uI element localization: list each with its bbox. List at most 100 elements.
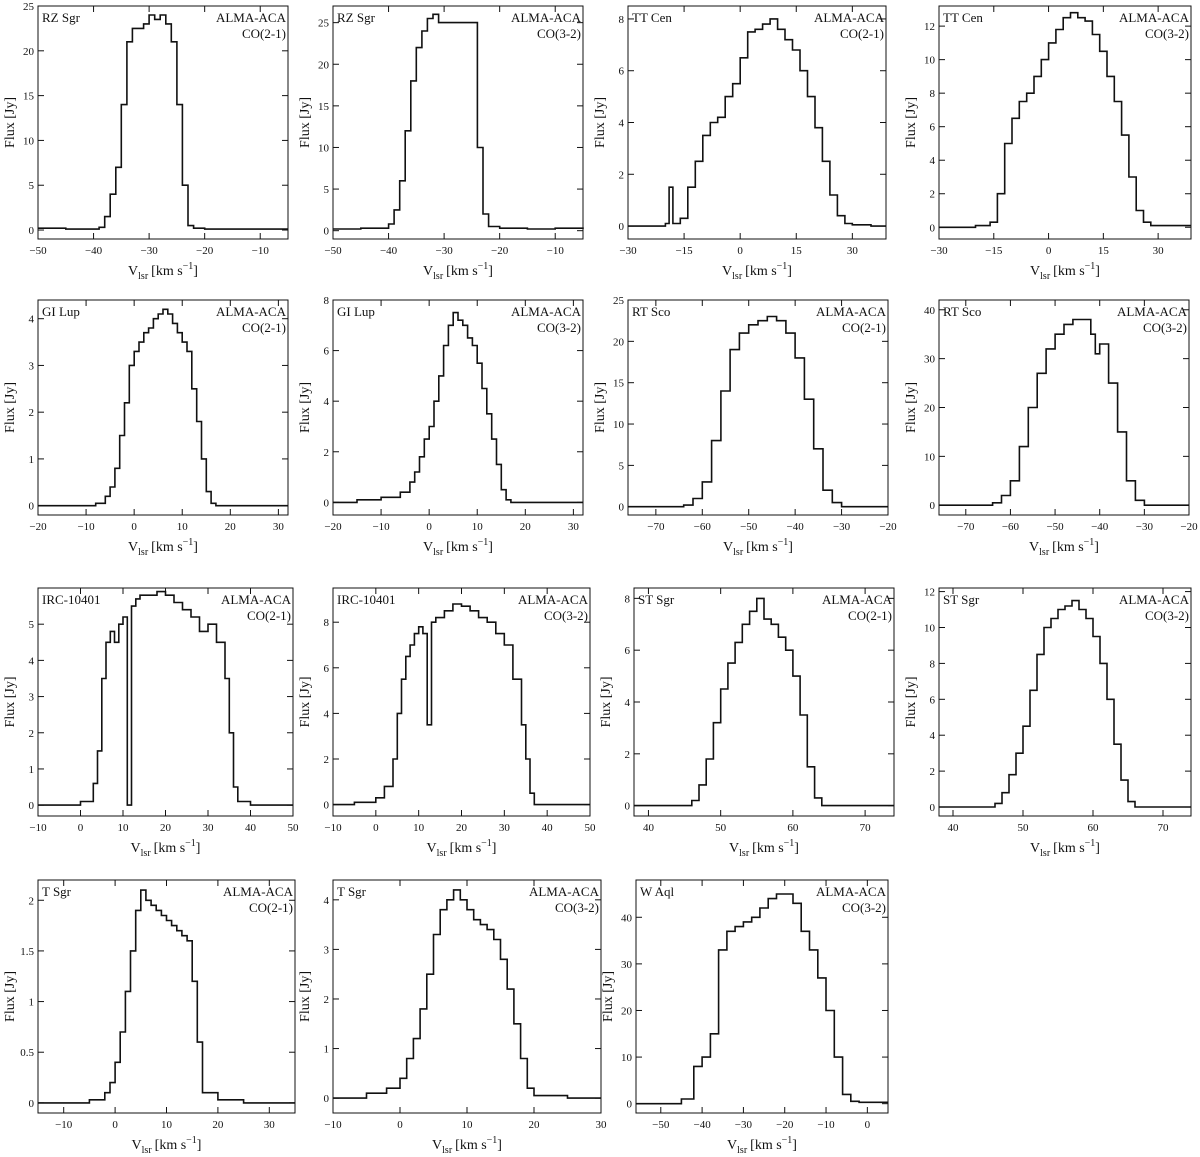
y-tick-label: 2 (930, 766, 936, 778)
spectrum-panel: −50 −40 −30 −20 −10 0 5 10 15 20 25 RZ Sgr ALMA-ACAC… (298, 5, 584, 282)
x-tick-label: −60 (694, 521, 712, 533)
x-axis-label: Vlsr [km s−1] (132, 1135, 202, 1156)
x-tick-label: −50 (652, 1119, 670, 1131)
instrument-label: ALMA-ACA (511, 304, 582, 319)
y-tick-label: 30 (621, 959, 633, 971)
x-tick-label: 60 (787, 822, 799, 834)
spectrum-line (939, 11, 1191, 229)
y-axis-label: Flux [Jy] (298, 97, 313, 148)
x-tick-label: −40 (380, 245, 398, 257)
spectrum-panel: −70 −60 −50 −40 −30 −20 0 10 20 30 40 RT Sco ALMA-AC… (904, 299, 1198, 558)
spectrum-line (38, 14, 288, 230)
y-tick-label: 30 (924, 354, 936, 366)
x-tick-label: 20 (520, 521, 532, 533)
spectrum-panel: −10 0 10 20 30 40 50 0 1 2 3 4 5 IRC-10401 ALMA-ACACO(… (3, 587, 300, 859)
instrument-label: ALMA-ACA (511, 10, 582, 25)
y-tick-label: 8 (930, 88, 936, 100)
x-tick-label: 20 (456, 822, 468, 834)
y-tick-label: 10 (23, 135, 35, 147)
star-name-label: ST Sgr (943, 592, 980, 607)
star-name-label: IRC-10401 (42, 592, 101, 607)
x-tick-label: 30 (596, 1119, 608, 1131)
x-tick-label: −30 (1136, 521, 1154, 533)
y-axis-label: Flux [Jy] (3, 677, 18, 728)
y-tick-label: 2 (930, 189, 936, 201)
x-axis-label: Vlsr [km s−1] (432, 1135, 502, 1156)
star-name-label: T Sgr (337, 884, 367, 899)
y-tick-label: 0 (324, 800, 330, 812)
y-tick-label: 0 (29, 501, 35, 513)
x-tick-label: −20 (491, 245, 509, 257)
y-tick-label: 20 (318, 59, 330, 71)
y-tick-label: 0 (930, 500, 936, 512)
y-tick-label: 4 (930, 730, 936, 742)
instrument-label: ALMA-ACA (1117, 304, 1188, 319)
x-tick-label: −40 (1091, 521, 1109, 533)
x-tick-label: 30 (568, 521, 580, 533)
transition-label: CO(3-2) (537, 26, 581, 41)
y-tick-label: 8 (324, 617, 330, 629)
x-tick-label: 20 (225, 521, 237, 533)
y-tick-label: 8 (625, 593, 631, 605)
x-tick-label: 50 (288, 822, 300, 834)
y-tick-label: 20 (613, 336, 625, 348)
y-tick-label: 2 (324, 994, 330, 1006)
x-tick-label: 40 (948, 822, 960, 834)
y-tick-label: 4 (324, 396, 330, 408)
x-tick-label: 10 (462, 1119, 474, 1131)
y-tick-label: 10 (924, 451, 936, 463)
y-tick-label: 0 (324, 1093, 330, 1105)
x-axis-label: Vlsr [km s−1] (729, 838, 799, 859)
y-tick-label: 25 (318, 18, 330, 30)
x-tick-label: −30 (735, 1119, 753, 1131)
x-tick-label: −10 (324, 1119, 342, 1131)
x-tick-label: 50 (585, 822, 597, 834)
y-tick-label: 2 (29, 728, 35, 740)
star-name-label: RZ Sgr (42, 10, 81, 25)
x-tick-label: 10 (413, 822, 425, 834)
x-axis-label: Vlsr [km s−1] (427, 838, 497, 859)
transition-label: CO(2-1) (242, 320, 286, 335)
plot-frame (627, 299, 889, 516)
x-tick-label: 70 (1158, 822, 1170, 834)
x-tick-label: −70 (957, 521, 975, 533)
star-name-label: TT Cen (943, 10, 983, 25)
y-tick-label: 8 (930, 658, 936, 670)
instrument-label: ALMA-ACA (518, 592, 589, 607)
y-tick-label: 1.5 (20, 946, 34, 958)
y-tick-label: 20 (924, 403, 936, 415)
star-name-label: RZ Sgr (337, 10, 376, 25)
x-tick-label: −30 (619, 245, 637, 257)
x-tick-label: 60 (1088, 822, 1100, 834)
transition-label: CO(3-2) (555, 900, 599, 915)
y-tick-label: 4 (29, 655, 35, 667)
star-name-label: RT Sco (943, 304, 981, 319)
spectrum-panel: −50 −40 −30 −20 −10 0 0 10 20 30 40 W Aql ALMA-ACACO… (601, 879, 889, 1156)
y-axis-label: Flux [Jy] (298, 382, 313, 433)
y-tick-label: 0 (324, 226, 330, 238)
plot-frame (37, 5, 289, 240)
plot-frame (332, 299, 584, 516)
y-tick-label: 0 (29, 800, 35, 812)
y-tick-label: 15 (318, 101, 330, 113)
instrument-label: ALMA-ACA (221, 592, 292, 607)
x-tick-label: −20 (776, 1119, 794, 1131)
x-tick-label: 10 (472, 521, 484, 533)
y-tick-label: 4 (324, 895, 330, 907)
x-tick-label: 30 (847, 245, 859, 257)
y-tick-label: 4 (619, 118, 625, 130)
x-tick-label: −15 (675, 245, 693, 257)
x-tick-label: −50 (1046, 521, 1064, 533)
y-tick-label: 10 (613, 419, 625, 431)
x-tick-label: 30 (203, 822, 215, 834)
y-tick-label: 5 (29, 619, 35, 631)
instrument-label: ALMA-ACA (1119, 592, 1190, 607)
x-tick-label: 40 (542, 822, 554, 834)
instrument-label: ALMA-ACA (814, 10, 885, 25)
y-axis-label: Flux [Jy] (593, 382, 608, 433)
x-tick-label: −15 (985, 245, 1003, 257)
y-tick-label: 0 (627, 1099, 633, 1111)
x-tick-label: 0 (131, 521, 137, 533)
